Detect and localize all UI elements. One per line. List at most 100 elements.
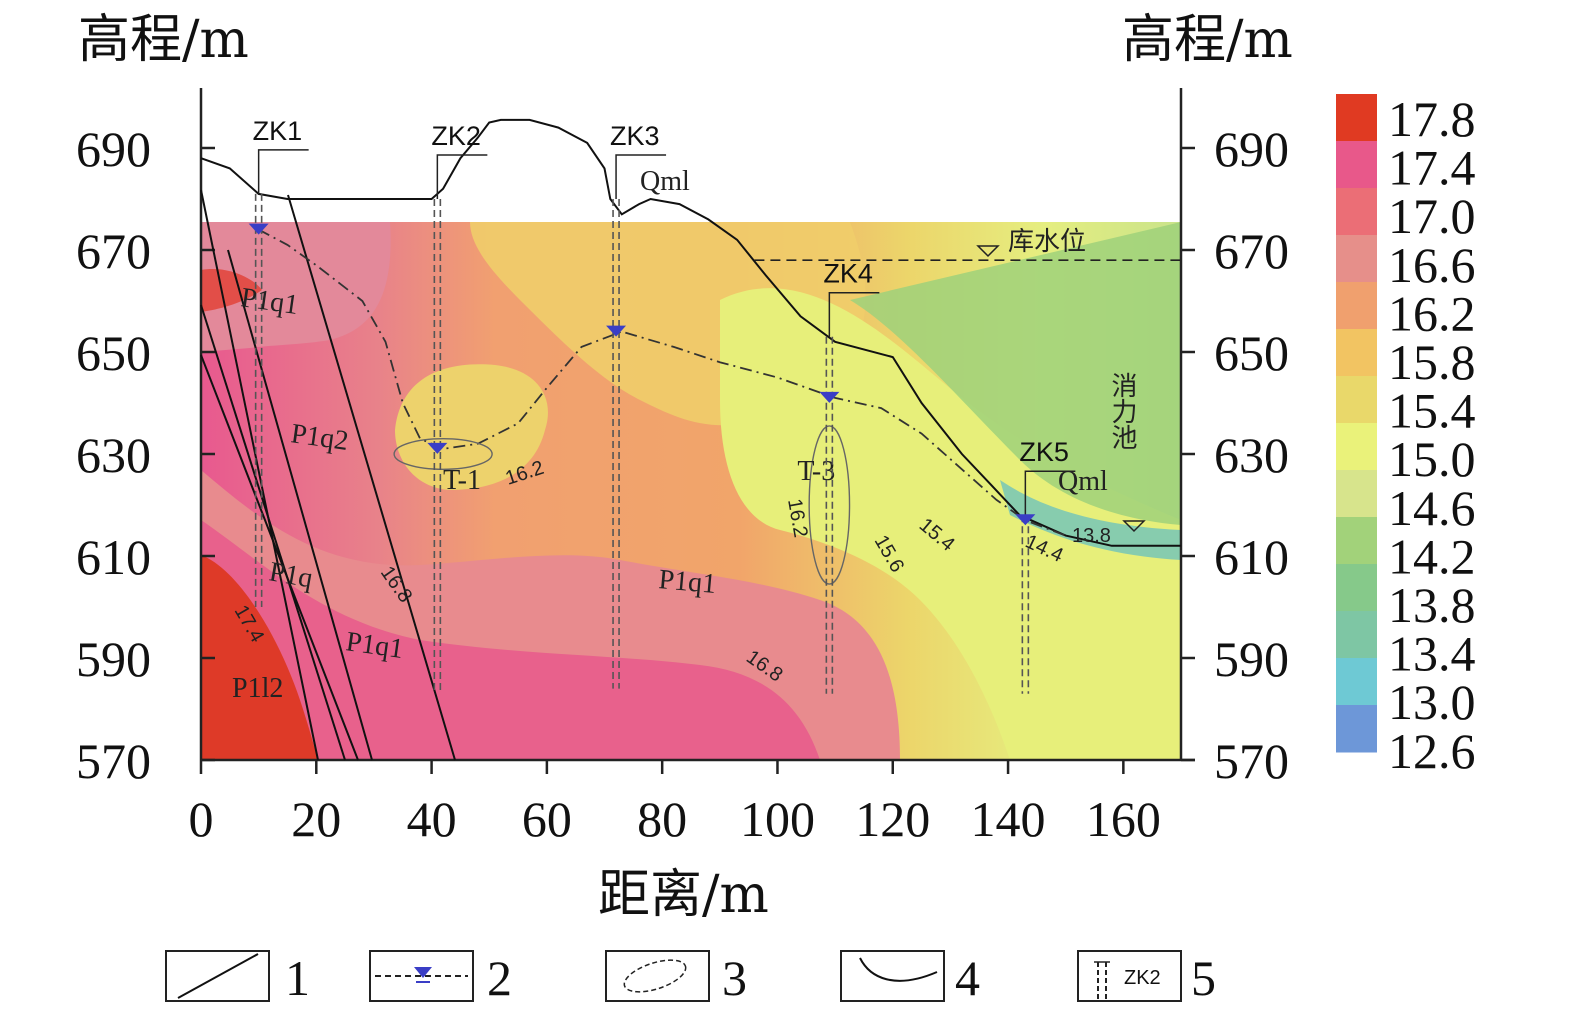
anomaly-zone-label: T-1 <box>443 465 481 496</box>
colorbar-swatch <box>1336 517 1377 565</box>
colorbar-swatch <box>1336 470 1377 518</box>
colorbar-swatch <box>1336 329 1377 377</box>
borehole-label: ZK2 <box>431 121 481 151</box>
x-tick-label: 20 <box>291 791 341 847</box>
reservoir-level-label: 库水位 <box>1008 227 1086 257</box>
legend-swatch-3 <box>605 950 710 1002</box>
borehole-leader <box>436 154 488 199</box>
x-tick-label: 0 <box>189 791 214 847</box>
colorbar-label: 14.6 <box>1388 480 1476 536</box>
contour-band-red-top <box>201 269 262 312</box>
borehole-label: ZK1 <box>253 116 303 146</box>
x-tick-label: 160 <box>1086 791 1161 847</box>
x-axis-title: 距离/m <box>598 865 769 925</box>
fault-line-3 <box>200 354 359 761</box>
water-level-marker <box>248 223 269 235</box>
borehole-leader <box>615 154 667 199</box>
legend-swatch-2 <box>369 950 474 1002</box>
contour-band-teal-east <box>1000 480 1181 560</box>
borehole-leader <box>257 149 309 194</box>
legend-swatch-1 <box>165 950 270 1002</box>
colorbar-swatch <box>1336 611 1377 659</box>
colorbar-swatch <box>1336 141 1377 189</box>
legend-label-1: 1 <box>285 950 310 1006</box>
contour-band-red-base <box>201 555 318 760</box>
colorbar-swatch <box>1336 658 1377 706</box>
fault-line-2 <box>200 304 346 761</box>
anomaly-zones: T-1 T-3 <box>393 425 851 585</box>
terrain-mask <box>201 150 600 222</box>
legend-label-2: 2 <box>487 950 512 1006</box>
legend-water-marker-icon <box>414 967 432 978</box>
deposit-label: Qml <box>1058 466 1108 497</box>
water-table-line <box>258 228 1067 537</box>
water-level-marker <box>1015 514 1036 526</box>
borehole-label: ZK4 <box>823 259 873 289</box>
legend-label-3: 3 <box>722 950 747 1006</box>
y-tick-label: 590 <box>1214 631 1289 687</box>
y-tick-label: 590 <box>76 631 151 687</box>
water-level-marker <box>819 391 840 403</box>
x-tick-label: 60 <box>522 791 572 847</box>
y-tick-labels-right: 690 670 650 630 610 590 570 <box>1214 121 1289 789</box>
colorbar: 17.817.417.016.616.215.815.415.014.614.2… <box>1336 91 1476 779</box>
y-tick-labels-left: 690 670 650 630 610 590 570 <box>76 121 151 789</box>
legend-swatch-4 <box>840 950 945 1002</box>
fault-line-5 <box>227 249 373 761</box>
fault-line-1 <box>200 189 319 761</box>
stratum-label: P1q1 <box>657 564 717 600</box>
colorbar-label: 16.6 <box>1388 237 1476 293</box>
colorbar-label: 17.4 <box>1388 140 1476 196</box>
anomaly-zone <box>393 438 493 471</box>
y-tick-label: 650 <box>1214 325 1289 381</box>
colorbar-swatch <box>1336 235 1377 283</box>
annotations: 库水位 消力池 Qml Qml <box>640 166 1146 533</box>
colorbar-label: 12.6 <box>1388 723 1476 779</box>
stilling-basin-icon <box>1122 520 1146 533</box>
legend-ellipse-icon <box>623 959 687 993</box>
y-tick-label: 670 <box>1214 223 1289 279</box>
colorbar-label: 17.0 <box>1388 188 1476 244</box>
axis-ticks <box>199 146 1195 774</box>
y-tick-label: 690 <box>1214 121 1289 177</box>
colorbar-label: 17.8 <box>1388 91 1476 147</box>
legend-curve-icon <box>859 957 938 982</box>
colorbar-label: 16.2 <box>1388 285 1476 341</box>
x-tick-labels: 0 20 40 60 80 100 120 140 160 <box>189 791 1161 847</box>
x-tick-label: 40 <box>407 791 457 847</box>
fault-line-4 <box>287 194 456 761</box>
legend-label-5: 5 <box>1191 950 1216 1006</box>
x-tick-label: 100 <box>740 791 815 847</box>
stilling-basin-label: 消力池 <box>1107 372 1137 450</box>
colorbar-label: 13.0 <box>1388 674 1476 730</box>
y-axis-title-right: 高程/m <box>1122 10 1293 70</box>
y-tick-label: 650 <box>76 325 151 381</box>
water-table-path <box>258 228 1067 537</box>
y-tick-label: 690 <box>76 121 151 177</box>
water-level-marker <box>427 442 448 454</box>
contour-band-green-east <box>850 222 1181 760</box>
y-tick-label: 630 <box>1214 427 1289 483</box>
x-tick-label: 120 <box>855 791 930 847</box>
boreholes: ZK1 ZK2 ZK3 ZK4 ZK5 <box>248 116 1076 694</box>
borehole-leader <box>828 291 880 337</box>
colorbar-swatch <box>1336 423 1377 471</box>
legend-swatch-5 <box>1077 950 1182 1002</box>
terrain-line <box>200 118 1181 547</box>
borehole-label: ZK5 <box>1019 437 1069 467</box>
contour-band-pale-east <box>720 288 1181 760</box>
colorbar-swatch <box>1336 376 1377 424</box>
reservoir-level-icon <box>976 245 1000 258</box>
colorbar-label: 13.8 <box>1388 577 1476 633</box>
terrain-profile <box>200 118 1181 547</box>
y-tick-label: 570 <box>1214 733 1289 789</box>
borehole-label: ZK3 <box>610 121 660 151</box>
colorbar-label: 15.8 <box>1388 334 1476 390</box>
colorbar-swatch <box>1336 94 1377 142</box>
y-tick-label: 610 <box>76 529 151 585</box>
colorbar-label: 14.2 <box>1388 528 1476 584</box>
y-tick-label: 570 <box>76 733 151 789</box>
anomaly-zone <box>808 425 851 585</box>
stratum-label: P1q <box>267 556 315 594</box>
anomaly-zone-label: T-3 <box>797 456 835 487</box>
